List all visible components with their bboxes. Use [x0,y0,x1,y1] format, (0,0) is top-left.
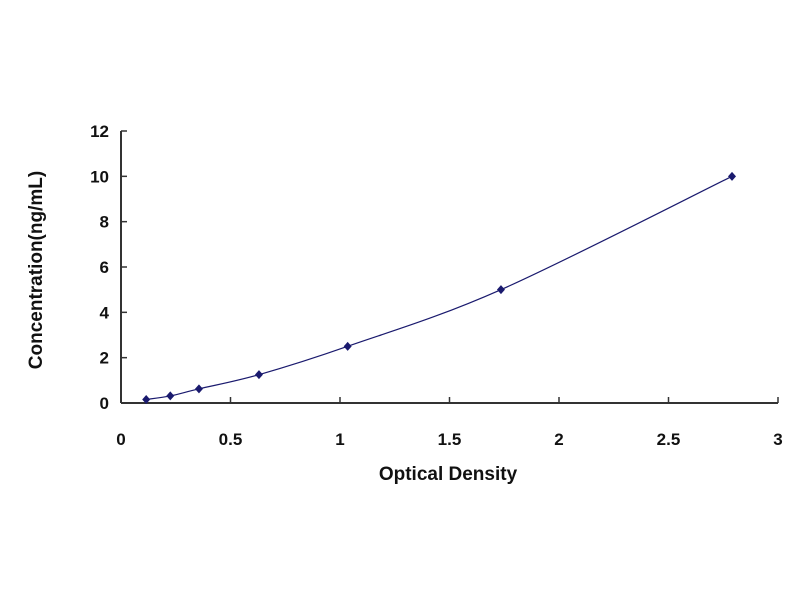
axes [120,131,778,404]
y-tick-label: 8 [100,213,109,232]
x-tick-label: 2 [554,430,563,449]
data-point [194,384,203,394]
x-tick-label: 0.5 [219,430,243,449]
y-tick-label: 12 [90,122,109,141]
data-point [728,171,737,181]
data-point [496,285,505,295]
data-point [142,394,151,404]
data-point [166,391,175,401]
y-tick-label: 2 [100,349,109,368]
x-tick-label: 0 [116,430,125,449]
x-tick-label: 2.5 [657,430,681,449]
y-tick-label: 4 [100,303,110,322]
y-tick-label: 10 [90,167,109,186]
y-tick-label: 0 [100,394,109,413]
fit-curve [146,175,733,401]
y-tick-label: 6 [100,258,109,277]
x-tick-label: 3 [773,430,782,449]
x-tick-label: 1.5 [438,430,462,449]
data-point [343,341,352,351]
x-axis-label: Optical Density [379,464,518,485]
x-tick-label: 1 [335,430,344,449]
data-point [254,370,263,380]
y-axis-label: Concentration(ng/mL) [26,171,47,369]
